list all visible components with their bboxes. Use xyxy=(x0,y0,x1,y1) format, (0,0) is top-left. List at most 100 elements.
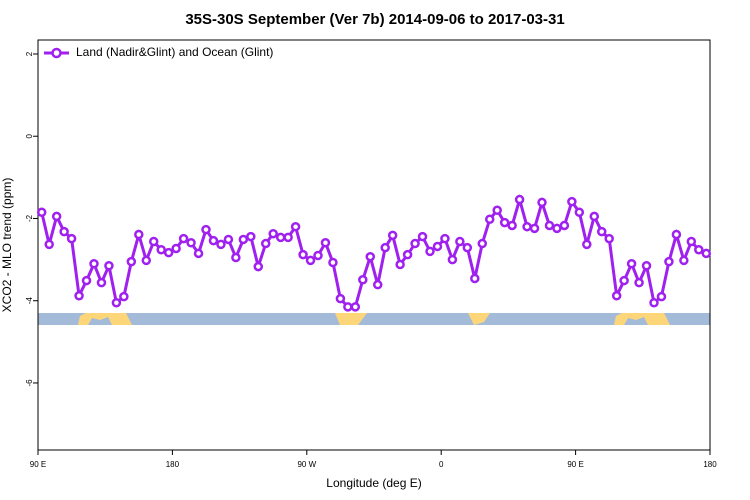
data-point xyxy=(283,232,293,243)
data-point xyxy=(320,237,331,248)
data-point xyxy=(335,293,346,304)
data-point xyxy=(537,197,547,208)
plot-frame xyxy=(37,39,711,451)
data-point xyxy=(343,302,353,312)
data-point xyxy=(238,234,249,245)
data-point xyxy=(126,256,137,267)
data-point xyxy=(507,220,517,231)
data-point xyxy=(552,223,562,234)
ocean-inlet xyxy=(88,317,112,325)
data-point xyxy=(567,196,577,207)
data-point xyxy=(470,273,480,284)
data-point xyxy=(268,228,278,239)
data-point xyxy=(313,250,323,261)
data-point xyxy=(410,238,420,249)
ocean-inlet xyxy=(624,317,648,325)
data-point xyxy=(328,257,338,268)
data-point xyxy=(163,247,174,258)
data-point xyxy=(395,259,405,270)
x-tick-label: 180 xyxy=(703,460,717,469)
data-point xyxy=(51,211,62,222)
x-tick-label: 90 W xyxy=(297,460,316,469)
data-point xyxy=(686,236,697,247)
y-tick-label: -6 xyxy=(25,379,34,387)
data-point xyxy=(641,261,652,271)
map-strip xyxy=(38,313,710,325)
data-point xyxy=(156,244,166,255)
data-point xyxy=(649,298,659,308)
data-point xyxy=(134,229,144,240)
data-point xyxy=(679,255,689,266)
data-point xyxy=(417,231,428,242)
y-axis-label: XCO2 - MLO trend (ppm) xyxy=(0,178,14,313)
data-point xyxy=(260,238,271,249)
data-point xyxy=(148,236,159,247)
data-point xyxy=(96,277,107,288)
land xyxy=(468,313,490,325)
data-point xyxy=(402,249,413,260)
y-tick-label: -4 xyxy=(25,297,34,305)
data-point xyxy=(656,291,667,302)
data-point xyxy=(671,229,682,240)
data-point xyxy=(350,302,361,312)
data-point xyxy=(492,205,502,216)
data-point xyxy=(372,279,383,290)
data-point xyxy=(529,223,540,234)
data-point xyxy=(193,248,204,259)
data-point xyxy=(455,236,465,247)
data-point xyxy=(387,230,398,241)
legend-marker xyxy=(51,47,62,59)
data-point xyxy=(111,298,122,308)
data-point xyxy=(358,274,368,285)
data-point xyxy=(305,255,316,266)
data-point xyxy=(89,258,99,269)
land xyxy=(335,313,367,325)
data-point xyxy=(298,249,308,260)
data-point xyxy=(66,233,77,244)
data-point xyxy=(589,211,600,222)
data-point xyxy=(59,226,69,237)
y-tick-label: -2 xyxy=(25,214,34,222)
data-point xyxy=(141,255,152,266)
data-point xyxy=(208,235,219,246)
data-point xyxy=(178,233,189,244)
data-point xyxy=(619,275,629,286)
data-point xyxy=(425,246,435,257)
data-point xyxy=(447,254,458,265)
data-point xyxy=(664,256,674,267)
legend-label: Land (Nadir&Glint) and Ocean (Glint) xyxy=(76,45,273,59)
data-point xyxy=(499,217,510,228)
x-tick-label: 90 E xyxy=(567,460,583,469)
data-point xyxy=(36,207,47,218)
data-point xyxy=(290,221,301,232)
x-axis-label: Longitude (deg E) xyxy=(326,476,421,490)
data-point xyxy=(582,239,592,250)
x-tick-label: 0 xyxy=(439,460,444,469)
data-point xyxy=(119,291,129,302)
data-point xyxy=(81,275,92,286)
data-line xyxy=(40,194,707,309)
data-point xyxy=(275,232,286,243)
data-point xyxy=(574,207,585,218)
data-point xyxy=(440,233,450,244)
data-point xyxy=(201,224,211,235)
data-point xyxy=(626,258,637,269)
data-point xyxy=(231,252,241,263)
y-tick-label: 0 xyxy=(25,133,34,138)
data-point xyxy=(694,244,704,255)
data-point xyxy=(253,261,264,272)
data-point xyxy=(462,242,473,253)
data-point xyxy=(611,291,622,301)
data-point xyxy=(522,221,532,232)
data-point xyxy=(604,233,614,244)
y-tick-label: 2 xyxy=(25,51,34,56)
data-point xyxy=(514,194,525,205)
data-point xyxy=(477,238,488,249)
data-point xyxy=(246,231,256,242)
data-point xyxy=(171,243,181,254)
data-point xyxy=(44,239,54,250)
data-point xyxy=(186,237,196,248)
x-tick-label: 90 E xyxy=(30,460,46,469)
data-point xyxy=(596,226,607,237)
